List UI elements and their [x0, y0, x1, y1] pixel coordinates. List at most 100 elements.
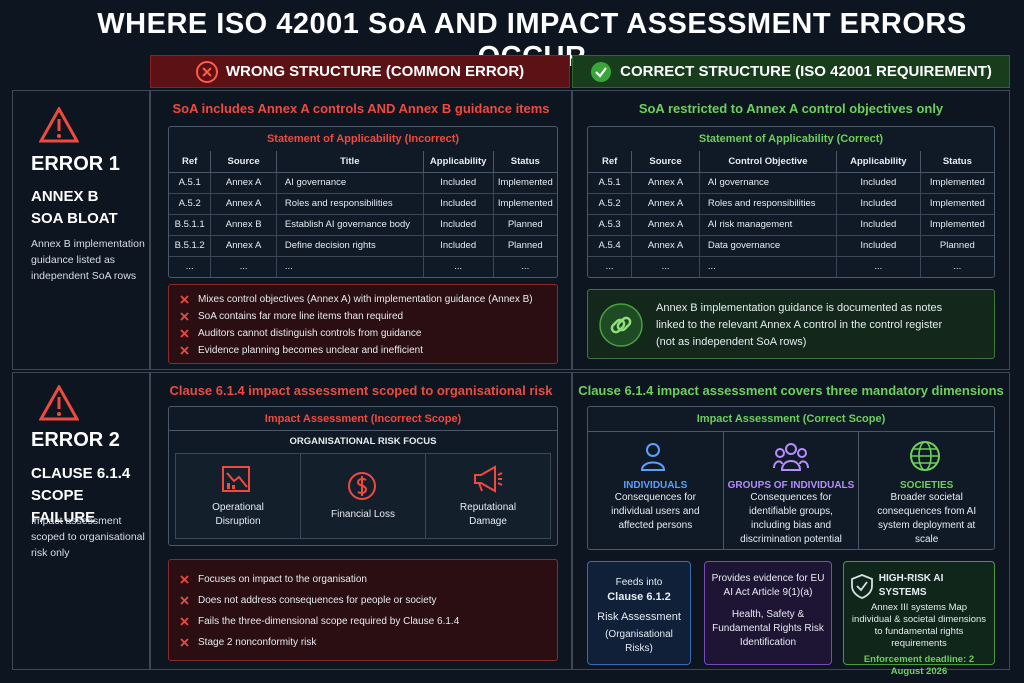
link-lead: Feeds into — [615, 577, 663, 588]
error-label: ERROR 2 — [31, 429, 120, 451]
column-header: Applicability — [836, 151, 921, 173]
table-heading: Statement of Applicability (Incorrect) — [266, 133, 460, 145]
issue-text: SoA contains far more line items than re… — [198, 311, 404, 322]
link-deadline: Enforcement deadline: 2 August 2026 — [863, 654, 975, 677]
table-cell: Annex A — [210, 193, 277, 215]
column-header: Source — [210, 151, 277, 173]
wrong-header-text: WRONG STRUCTURE (COMMON ERROR) — [225, 63, 525, 80]
row1-wrong: SoA includes Annex A controls AND Annex … — [150, 90, 572, 370]
link-detail: (Organisational Risks) — [605, 629, 673, 654]
soa-table-box: Statement of Applicability (Correct) Ref… — [587, 126, 995, 278]
table-cell: Annex A — [631, 214, 700, 236]
link-detail: Annex III systems Map individual & socie… — [851, 602, 987, 649]
table-cell: Planned — [920, 235, 994, 257]
table-cell: Implemented — [493, 193, 557, 215]
table-cell: ... — [953, 261, 962, 273]
issue-list: Mixes control objectives (Annex A) with … — [168, 284, 558, 364]
dimension-icon — [909, 441, 940, 471]
subheading: Clause 6.1.4 impact assessment scoped to… — [169, 383, 553, 398]
table-cell: Define decision rights — [276, 235, 424, 257]
table-cell: Planned — [493, 235, 557, 257]
column-header: Applicability — [423, 151, 494, 173]
table-cell: B.5.1.2 — [169, 235, 212, 257]
row2-correct: Clause 6.1.4 impact assessment covers th… — [572, 372, 1010, 677]
table-cell: Planned — [493, 214, 557, 236]
issue-item: Mixes control objectives (Annex A) with … — [179, 291, 547, 308]
table-row: B.5.1.2 Annex A Define decision rights Incl… — [169, 235, 557, 257]
table-cell: Included — [423, 235, 494, 257]
issue-text: Does not address consequences for people… — [198, 595, 437, 606]
table-cell: Included — [423, 172, 494, 194]
dimension: GROUPS OF INDIVIDUALS Consequences for id… — [722, 432, 859, 549]
row2-wrong: Clause 6.1.4 impact assessment scoped to… — [150, 372, 572, 670]
cross-icon — [180, 617, 189, 626]
link-icon — [599, 303, 643, 347]
table-cell: ... — [169, 256, 212, 277]
table-cell: AI governance — [276, 172, 424, 194]
link-header: HIGH-RISK AI SYSTEMS — [850, 572, 988, 600]
column-header: Source — [631, 151, 700, 173]
dimension-title: INDIVIDUALS — [623, 480, 688, 491]
table-row: B.5.1.1 Annex B Establish AI governance bo… — [169, 214, 557, 236]
soa-table: Ref Source Title Applicability Status A.5.1 An… — [169, 151, 557, 277]
risk-item: Financial Loss — [300, 454, 425, 538]
check-icon — [591, 61, 612, 82]
table-cell: ... — [631, 256, 700, 277]
table-cell: B.5.1.1 — [169, 214, 212, 236]
link-lead: Provides evidence for EU AI Act Article … — [711, 573, 825, 598]
table-cell: ... — [699, 256, 838, 277]
error-label: ERROR 1 — [31, 153, 120, 175]
dimension-description: Broader societal consequences from AI sy… — [877, 492, 977, 545]
table-cell: Roles and responsibilities — [276, 193, 424, 215]
table-cell: ... — [588, 256, 633, 277]
table-cell: Data governance — [699, 235, 838, 257]
subheading: Clause 6.1.4 impact assessment covers th… — [578, 383, 1004, 398]
box-heading: Impact Assessment (Incorrect Scope) — [169, 407, 557, 431]
column-header: Status — [493, 151, 557, 173]
box-heading: Impact Assessment (Correct Scope) — [696, 413, 886, 425]
table-cell: Implemented — [920, 193, 994, 215]
risk-label: Reputational Damage — [459, 502, 517, 527]
table-cell: A.5.3 — [588, 214, 633, 236]
table-cell: Implemented — [920, 214, 994, 236]
risk-label: Financial Loss — [331, 509, 395, 520]
issue-item: Fails the three-dimensional scope requir… — [179, 611, 547, 632]
table-cell: ... — [276, 256, 424, 277]
warning-icon — [39, 107, 79, 143]
risk-icon — [222, 466, 250, 492]
row1-correct: SoA restricted to Annex A control object… — [572, 90, 1010, 370]
column-header: Status — [920, 151, 994, 173]
table-row: A.5.2 Annex A Roles and responsibilities In… — [588, 193, 994, 215]
table-cell: ... — [423, 256, 494, 277]
table-row: ............... — [169, 256, 557, 277]
error-name: ANNEX B SOA BLOAT — [31, 188, 118, 227]
impact-box: Impact Assessment (Incorrect Scope) ORGA… — [168, 406, 558, 546]
table-cell: Annex A — [631, 172, 700, 194]
table-cell: AI governance — [699, 172, 838, 194]
issue-item: Does not address consequences for people… — [179, 590, 547, 611]
issue-text: Evidence planning becomes unclear and in… — [198, 345, 423, 356]
issue-text: Stage 2 nonconformity risk — [198, 637, 317, 648]
warning-icon — [39, 385, 79, 421]
dimension-title: GROUPS OF INDIVIDUALS — [727, 480, 855, 491]
issue-item: Stage 2 nonconformity risk — [179, 632, 547, 653]
table-cell: Annex A — [631, 235, 700, 257]
issue-text: Auditors cannot distinguish controls fro… — [198, 328, 422, 339]
issue-list: Focuses on impact to the organisation Doe… — [168, 559, 558, 661]
table-cell: A.5.2 — [169, 193, 212, 215]
table-cell: Annex A — [631, 193, 700, 215]
table-row: A.5.3 Annex A AI risk management Included Im… — [588, 214, 994, 236]
link-box: Provides evidence for EU AI Act Article … — [704, 561, 832, 665]
dimensions: INDIVIDUALS Consequences for individual u… — [588, 431, 994, 549]
soa-table: Ref Source Control Objective Applicability S… — [588, 151, 994, 277]
correct-header: CORRECT STRUCTURE (ISO 42001 REQUIREMENT… — [572, 55, 1010, 88]
cross-icon — [180, 312, 189, 321]
issue-item: Auditors cannot distinguish controls fro… — [179, 325, 547, 342]
cross-icon — [180, 346, 189, 355]
issue-text: Focuses on impact to the organisation — [198, 574, 367, 585]
issue-item: Focuses on impact to the organisation — [179, 569, 547, 590]
link-clause: Clause 6.1.2 — [607, 591, 671, 603]
table-heading: Statement of Applicability (Correct) — [698, 133, 884, 145]
issue-text: Mixes control objectives (Annex A) with … — [198, 294, 533, 305]
